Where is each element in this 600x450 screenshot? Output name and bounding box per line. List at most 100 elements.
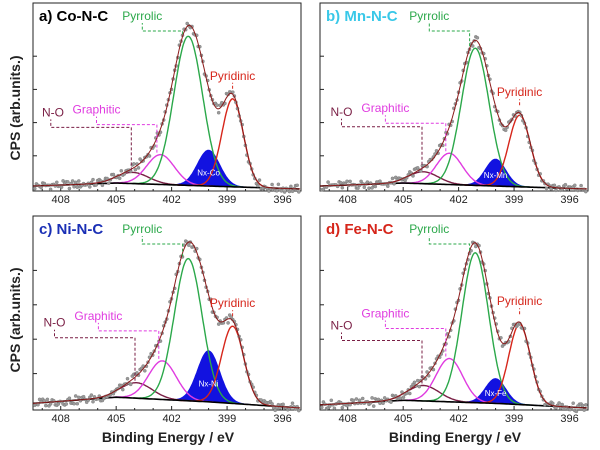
data-point — [273, 408, 277, 413]
data-point — [141, 159, 145, 163]
data-point — [373, 184, 378, 189]
annotation-leader — [97, 322, 160, 359]
data-point — [345, 179, 349, 184]
x-tick-label: 408 — [339, 413, 357, 425]
x-tick-label: 396 — [273, 413, 291, 425]
data-point — [360, 396, 365, 401]
data-point — [81, 394, 86, 399]
x-tick-label: 399 — [505, 413, 523, 425]
panel-title: a) Co-N-C — [39, 8, 108, 25]
annotation-leader — [341, 118, 423, 170]
data-point — [290, 401, 295, 405]
data-point — [381, 401, 385, 405]
data-point — [44, 403, 48, 408]
data-point — [91, 399, 95, 404]
data-point — [282, 190, 287, 194]
data-point — [128, 382, 133, 387]
data-point — [354, 397, 359, 401]
data-point — [100, 183, 105, 188]
data-point — [89, 393, 94, 397]
annotation-leader — [141, 23, 184, 35]
data-point — [574, 409, 579, 414]
y-axis-label-bottom: CPS (arb.units.) — [7, 267, 23, 372]
annotation-graphitic: Graphitic — [361, 307, 409, 321]
data-point — [382, 396, 387, 400]
data-point — [133, 167, 138, 172]
annotation-n-o: N-O — [331, 318, 353, 332]
data-point — [72, 401, 76, 406]
data-point — [475, 36, 480, 40]
fit-envelope — [32, 241, 301, 409]
data-point — [281, 402, 285, 407]
data-point — [125, 376, 130, 381]
data-point — [579, 183, 583, 188]
annotation-leader — [54, 329, 136, 381]
data-point — [45, 397, 50, 402]
data-point — [270, 182, 274, 187]
data-point — [55, 180, 59, 185]
data-point — [401, 395, 406, 399]
peak-pyrrolic — [132, 257, 243, 405]
data-point — [356, 186, 360, 190]
data-point — [378, 179, 382, 183]
data-point — [290, 189, 295, 194]
annotation-pyridinic: Pyridinic — [497, 294, 542, 308]
data-point — [338, 180, 343, 185]
data-point — [554, 188, 558, 193]
data-point — [544, 186, 549, 191]
panel-frame — [319, 2, 589, 192]
x-tick-label: 405 — [394, 413, 412, 425]
panel-title: b) Mn-N-C — [326, 8, 398, 25]
data-point — [48, 402, 53, 406]
annotation-n-o: N-O — [331, 105, 353, 119]
data-point — [119, 169, 124, 173]
data-point — [67, 186, 72, 191]
annotation-graphitic: Graphitic — [73, 103, 121, 117]
data-point — [326, 180, 330, 184]
data-point — [327, 404, 332, 409]
data-point — [378, 401, 382, 406]
annotation-pyridinic: Pyridinic — [210, 296, 255, 310]
data-point — [94, 183, 98, 187]
data-point — [257, 178, 262, 182]
panel-3: 408 405 402 399 396 Pyrrolic Graphitic N-O Pyrid… — [32, 215, 302, 425]
x-tick-label: 396 — [273, 194, 291, 206]
data-point — [340, 185, 345, 190]
data-point — [275, 189, 279, 193]
data-point — [329, 398, 334, 403]
fit-envelope — [320, 242, 588, 409]
x-tick-label: 405 — [394, 194, 412, 206]
data-point — [580, 403, 585, 408]
data-point — [77, 179, 81, 183]
data-point — [390, 176, 395, 181]
data-point — [386, 184, 390, 188]
annotation-leader — [341, 332, 423, 384]
data-point — [77, 395, 81, 400]
data-point — [33, 186, 37, 191]
data-point — [70, 179, 75, 183]
data-point — [279, 189, 284, 193]
annotation-leader — [384, 320, 447, 357]
data-point — [121, 387, 125, 392]
data-point — [389, 400, 393, 404]
data-point — [295, 183, 299, 188]
data-points — [320, 240, 588, 414]
data-point — [549, 187, 553, 191]
data-point — [370, 186, 374, 190]
x-tick-label: 408 — [52, 413, 70, 425]
data-point — [371, 404, 376, 408]
data-point — [75, 401, 80, 406]
data-point — [270, 402, 274, 406]
fit-envelope — [33, 24, 301, 190]
data-point — [425, 370, 429, 374]
annotation-n-o: N-O — [44, 316, 66, 330]
data-point — [360, 182, 365, 186]
data-point — [563, 182, 568, 187]
metal-peak-label: Nx-Mn — [484, 171, 508, 180]
panel-4: 408 405 402 399 396 Pyrrolic Graphitic N-O Pyrid… — [319, 215, 589, 425]
data-point — [256, 183, 260, 188]
data-point — [332, 406, 337, 411]
data-point — [411, 174, 415, 178]
data-point — [403, 178, 407, 183]
data-point — [357, 398, 362, 402]
